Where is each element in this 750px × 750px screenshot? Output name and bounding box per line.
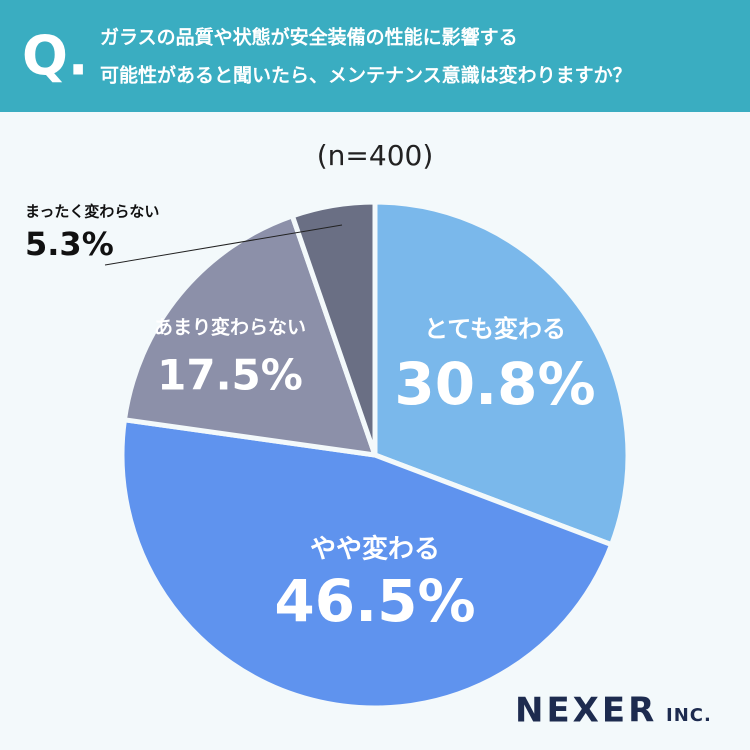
chart-subtitle: (n=400): [317, 139, 434, 172]
category-label: やや変わる: [310, 534, 440, 565]
category-label: あまり変わらない: [154, 316, 306, 339]
value-label: 5.3%: [25, 225, 114, 263]
brand-logo: NEXER: [515, 691, 657, 731]
value-label: 30.8%: [394, 350, 595, 418]
chart-title: ガラスの品質や状態が安全装備の性能に影響する: [100, 26, 518, 49]
question-mark: Q.: [22, 25, 88, 88]
pie-slice: [119, 416, 615, 711]
leader-line: [104, 224, 343, 266]
value-label: 17.5%: [157, 351, 303, 400]
pie-slice: [289, 199, 378, 456]
header-band: [0, 0, 750, 112]
pie-slice: [372, 199, 631, 548]
category-label: とても変わる: [424, 315, 566, 343]
category-label: まったく変わらない: [25, 203, 159, 221]
chart-title: 可能性があると聞いたら、メンテナンス意識は変わりますか？: [100, 64, 632, 87]
brand-logo: INC.: [666, 705, 712, 726]
pie: [119, 199, 631, 711]
value-label: 46.5%: [274, 567, 475, 635]
